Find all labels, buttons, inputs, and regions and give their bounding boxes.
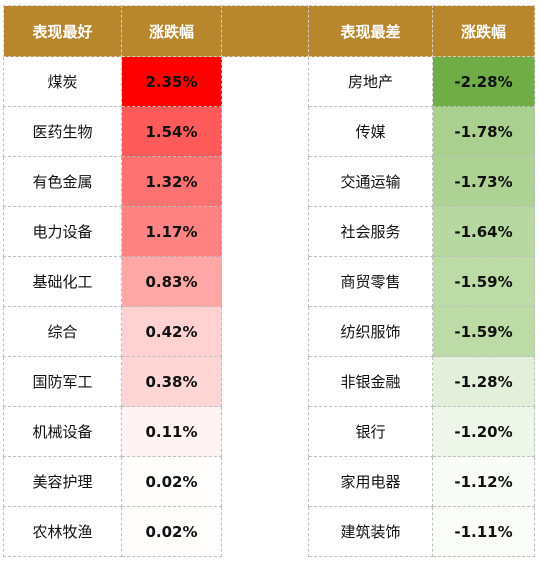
- worst-sector-change: -1.12%: [432, 456, 535, 507]
- best-sector-name: 医药生物: [3, 106, 122, 157]
- best-change-header: 涨跌幅: [121, 5, 222, 57]
- worst-sector-change: -1.20%: [432, 406, 535, 457]
- table-row: 有色金属 1.32% 交通运输 -1.73%: [3, 156, 535, 207]
- worst-sector-name: 商贸零售: [308, 256, 433, 307]
- best-sector-change: 2.35%: [121, 56, 222, 107]
- best-sector-change: 0.11%: [121, 406, 222, 457]
- best-sector-change: 0.02%: [121, 506, 222, 557]
- worst-sector-change: -2.28%: [432, 56, 535, 107]
- best-sector-name: 农林牧渔: [3, 506, 122, 557]
- row-spacer: [221, 356, 309, 407]
- row-spacer: [221, 106, 309, 157]
- sector-performance-table: 表现最好 涨跌幅 表现最差 涨跌幅 煤炭 2.35% 房地产 -2.28% 医药生物 1.…: [3, 5, 535, 557]
- best-sector-name: 电力设备: [3, 206, 122, 257]
- best-sector-change: 1.32%: [121, 156, 222, 207]
- best-sector-name: 基础化工: [3, 256, 122, 307]
- worst-sector-change: -1.59%: [432, 306, 535, 357]
- table-row: 医药生物 1.54% 传媒 -1.78%: [3, 106, 535, 157]
- table-row: 国防军工 0.38% 非银金融 -1.28%: [3, 356, 535, 407]
- table-row: 综合 0.42% 纺织服饰 -1.59%: [3, 306, 535, 357]
- row-spacer: [221, 206, 309, 257]
- best-sector-name: 煤炭: [3, 56, 122, 107]
- table-row: 基础化工 0.83% 商贸零售 -1.59%: [3, 256, 535, 307]
- worst-sector-name: 银行: [308, 406, 433, 457]
- best-sector-change: 1.54%: [121, 106, 222, 157]
- row-spacer: [221, 256, 309, 307]
- worst-sector-name: 传媒: [308, 106, 433, 157]
- best-sector-name: 美容护理: [3, 456, 122, 507]
- best-sector-name: 综合: [3, 306, 122, 357]
- worst-sector-name: 纺织服饰: [308, 306, 433, 357]
- header-row: 表现最好 涨跌幅 表现最差 涨跌幅: [3, 5, 535, 57]
- row-spacer: [221, 156, 309, 207]
- row-spacer: [221, 306, 309, 357]
- worst-sector-change: -1.64%: [432, 206, 535, 257]
- worst-sector-change: -1.78%: [432, 106, 535, 157]
- table-row: 农林牧渔 0.02% 建筑装饰 -1.11%: [3, 506, 535, 557]
- worst-sector-name: 房地产: [308, 56, 433, 107]
- best-sector-name: 有色金属: [3, 156, 122, 207]
- worst-sector-name: 交通运输: [308, 156, 433, 207]
- worst-sector-change: -1.28%: [432, 356, 535, 407]
- table-row: 美容护理 0.02% 家用电器 -1.12%: [3, 456, 535, 507]
- row-spacer: [221, 506, 309, 557]
- best-sector-change: 1.17%: [121, 206, 222, 257]
- best-sector-change: 0.42%: [121, 306, 222, 357]
- worst-sector-change: -1.73%: [432, 156, 535, 207]
- best-sector-header: 表现最好: [3, 5, 122, 57]
- worst-sector-change: -1.59%: [432, 256, 535, 307]
- row-spacer: [221, 456, 309, 507]
- worst-sector-change: -1.11%: [432, 506, 535, 557]
- best-sector-change: 0.38%: [121, 356, 222, 407]
- best-sector-change: 0.83%: [121, 256, 222, 307]
- worst-sector-name: 家用电器: [308, 456, 433, 507]
- worst-sector-header: 表现最差: [308, 5, 433, 57]
- table-row: 电力设备 1.17% 社会服务 -1.64%: [3, 206, 535, 257]
- row-spacer: [221, 406, 309, 457]
- best-sector-name: 机械设备: [3, 406, 122, 457]
- best-sector-name: 国防军工: [3, 356, 122, 407]
- best-sector-change: 0.02%: [121, 456, 222, 507]
- worst-sector-name: 社会服务: [308, 206, 433, 257]
- table-row: 机械设备 0.11% 银行 -1.20%: [3, 406, 535, 457]
- worst-sector-name: 非银金融: [308, 356, 433, 407]
- header-spacer: [221, 5, 309, 57]
- worst-change-header: 涨跌幅: [432, 5, 535, 57]
- row-spacer: [221, 56, 309, 107]
- worst-sector-name: 建筑装饰: [308, 506, 433, 557]
- table-row: 煤炭 2.35% 房地产 -2.28%: [3, 56, 535, 107]
